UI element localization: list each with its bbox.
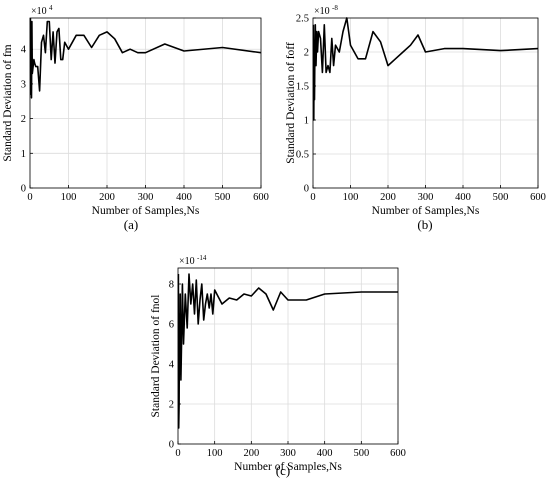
panel-a-ytick-label-1: 1: [21, 149, 26, 160]
panel-c-x-axis-label: Number of Samples,Ns: [234, 461, 342, 473]
panel-a-y-axis-label: Standard Deviation of fm: [2, 44, 14, 161]
panel-b-label: (b): [417, 217, 432, 232]
panel-b-x-axis-label: Number of Samples,Ns: [372, 205, 480, 217]
panel-a-x-axis-label: Number of Samples,Ns: [92, 205, 200, 217]
panel-c-xtick-label-5: 500: [353, 448, 369, 459]
panel-a-xtick-label-5: 500: [215, 192, 231, 203]
panel-a-xtick-label-4: 400: [176, 192, 192, 203]
panel-a-xtick-label-3: 300: [138, 192, 154, 203]
panel-b-xtick-label-4: 400: [455, 192, 471, 203]
panel-c-ticks: 0 100 200 300 400 500 600 0 2 4 6 8: [169, 280, 406, 460]
panel-b-exponent-base: ×10: [314, 6, 330, 17]
panel-b-xtick-label-1: 100: [343, 192, 359, 203]
panel-b-y-axis-label: Standard Deviation of foff: [285, 42, 297, 164]
panel-c-ytick-label-4: 8: [169, 280, 174, 291]
panel-b: 0 100 200 300 400 500 600 0 0.5 1 1.5 2 2.5 ×10 -8 N…: [285, 4, 546, 232]
panel-a-ytick-label-2: 2: [21, 114, 26, 125]
panel-a-xtick-label-1: 100: [61, 192, 77, 203]
panel-c-xtick-label-0: 0: [175, 448, 180, 459]
panel-b-ytick-label-3: 1.5: [296, 82, 309, 93]
panel-c-ytick-label-2: 4: [169, 360, 175, 371]
panel-b-ytick-label-0: 0: [304, 184, 309, 195]
panel-b-ticks: 0 100 200 300 400 500 600 0 0.5 1 1.5 2 2.5: [296, 14, 546, 204]
panel-c-xtick-label-6: 600: [390, 448, 406, 459]
panel-b-xtick-label-3: 300: [418, 192, 434, 203]
panel-c-ytick-label-3: 6: [169, 320, 174, 331]
panel-c-exponent-base: ×10: [179, 256, 195, 267]
panel-b-ytick-label-1: 0.5: [296, 150, 309, 161]
panel-a: 0 100 200 300 400 500 600 0 1 2 3 4 ×10 4 Number of…: [2, 4, 269, 232]
panel-c-xtick-label-1: 100: [207, 448, 223, 459]
panel-c-series-line: [177, 273, 398, 429]
panel-a-ticks: 0 100 200 300 400 500 600 0 1 2 3 4: [21, 45, 269, 203]
panel-b-xtick-label-6: 600: [530, 192, 546, 203]
panel-b-ytick-label-4: 2: [304, 48, 309, 59]
panel-c-xtick-label-3: 300: [280, 448, 296, 459]
panel-c-ytick-label-1: 2: [169, 400, 174, 411]
panel-a-label: (a): [124, 217, 138, 232]
panel-b-xtick-label-2: 200: [380, 192, 396, 203]
panel-c-xtick-label-2: 200: [243, 448, 259, 459]
panel-b-xtick-label-5: 500: [493, 192, 509, 203]
panel-a-xtick-label-0: 0: [27, 192, 32, 203]
panel-c: 0 100 200 300 400 500 600 0 2 4 6 8 ×10 -14 Number …: [150, 254, 406, 478]
panel-a-xtick-label-2: 200: [99, 192, 115, 203]
panel-b-xtick-label-0: 0: [310, 192, 315, 203]
panel-c-exponent-power: -14: [197, 254, 207, 262]
panel-c-xtick-label-4: 400: [317, 448, 333, 459]
panel-c-y-axis-label: Standard Deviation of fnol: [150, 295, 162, 418]
panel-c-ytick-label-0: 0: [169, 440, 174, 451]
panel-a-series-line: [29, 17, 262, 99]
panel-a-exponent-base: ×10: [31, 6, 47, 17]
panel-a-xtick-label-6: 600: [253, 192, 269, 203]
panel-b-ytick-label-2: 1: [304, 116, 309, 127]
panel-b-ytick-label-5: 2.5: [296, 14, 309, 25]
panel-a-ytick-label-3: 3: [21, 79, 26, 90]
panel-a-exponent-power: 4: [49, 4, 53, 12]
panel-a-ytick-label-4: 4: [21, 45, 27, 56]
panel-c-label: (c): [276, 463, 290, 478]
panel-a-ytick-label-0: 0: [21, 184, 26, 195]
panel-b-exponent-power: -8: [332, 4, 338, 12]
panel-b-series-line: [312, 17, 539, 121]
